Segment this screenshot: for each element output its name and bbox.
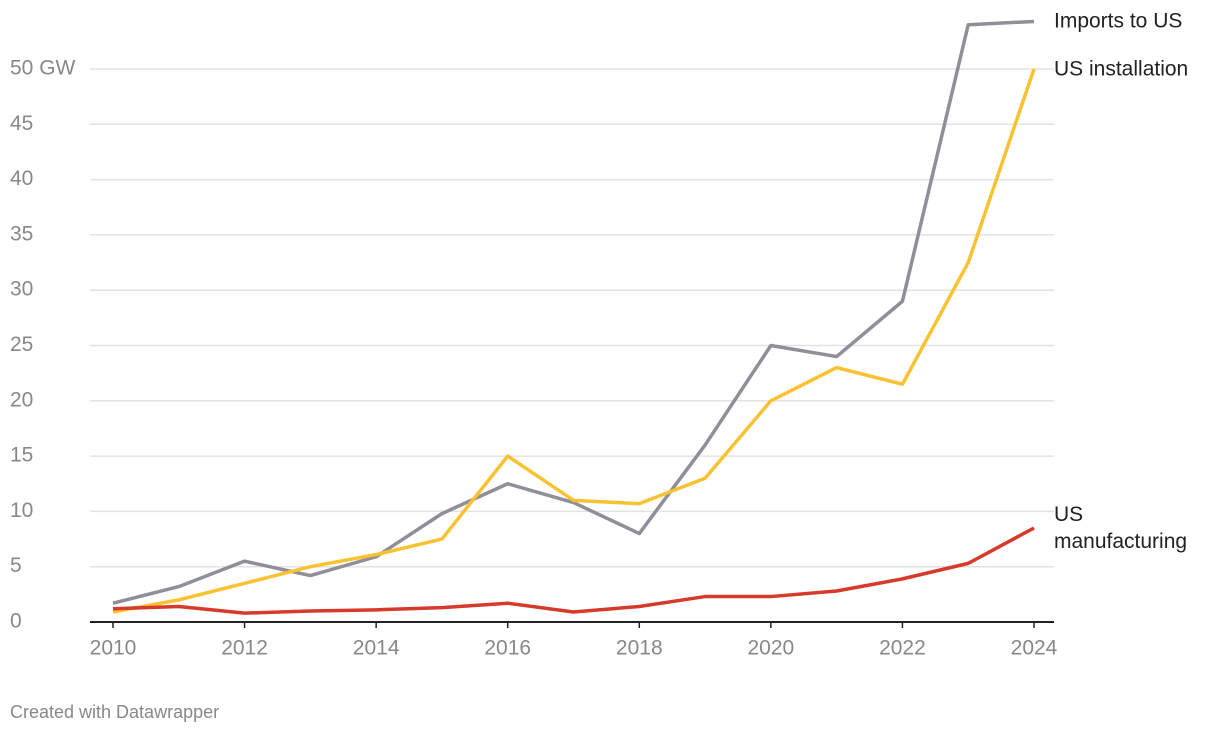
y-tick-label: 50 GW <box>10 57 76 80</box>
series-label: US installation <box>1054 57 1189 81</box>
x-tick-label: 2024 <box>1011 637 1058 660</box>
series-label: Imports to US <box>1054 9 1183 33</box>
y-tick-label: 0 <box>10 610 22 633</box>
x-tick-label: 2016 <box>484 637 531 660</box>
y-tick-label: 30 <box>10 278 33 301</box>
series-line <box>112 526 1035 615</box>
y-tick-label: 40 <box>10 167 33 190</box>
x-tick-label: 2018 <box>616 637 663 660</box>
x-tick-label: 2010 <box>90 637 137 660</box>
x-tick-label: 2020 <box>747 637 794 660</box>
y-tick-label: 35 <box>10 222 33 245</box>
y-tick-label: 10 <box>10 499 33 522</box>
x-tick-label: 2014 <box>353 637 400 660</box>
series-line <box>112 68 1036 614</box>
y-tick-label: 45 <box>10 112 33 135</box>
y-tick-label: 5 <box>10 554 22 577</box>
series-label: US manufacturing <box>1054 502 1188 553</box>
series-line <box>112 19 1035 605</box>
x-tick-label: 2012 <box>221 637 268 660</box>
y-tick-label: 25 <box>10 333 33 356</box>
footer: Created with Datawrapper <box>10 702 220 722</box>
x-tick-label: 2022 <box>879 637 926 660</box>
y-tick-label: 15 <box>10 444 33 467</box>
y-tick-label: 20 <box>10 388 33 411</box>
